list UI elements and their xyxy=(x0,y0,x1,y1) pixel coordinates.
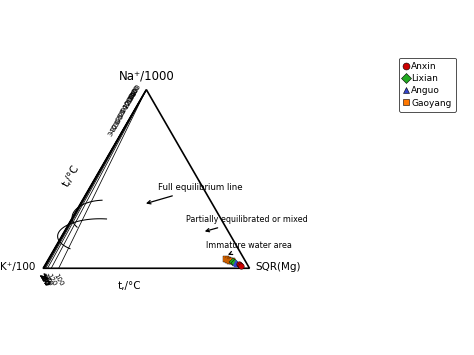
Legend: Anxin, Lixian, Anguo, Gaoyang: Anxin, Lixian, Anguo, Gaoyang xyxy=(399,58,456,112)
Text: SQR(Mg): SQR(Mg) xyxy=(255,262,301,272)
Text: 120: 120 xyxy=(46,273,57,288)
Text: 140: 140 xyxy=(128,86,140,100)
Text: Na⁺/1000: Na⁺/1000 xyxy=(118,69,174,82)
Text: 200: 200 xyxy=(125,92,137,107)
Text: 100: 100 xyxy=(129,83,142,98)
Text: 260: 260 xyxy=(118,103,130,118)
Text: 140: 140 xyxy=(42,273,54,288)
Text: 300: 300 xyxy=(37,273,49,288)
Text: 220: 220 xyxy=(38,273,50,287)
Text: 280: 280 xyxy=(37,273,49,288)
Text: Full equilibrium line: Full equilibrium line xyxy=(147,183,242,204)
Text: Partially equilibrated or mixed: Partially equilibrated or mixed xyxy=(185,215,307,232)
Text: t,/°C: t,/°C xyxy=(61,163,81,189)
Text: 300: 300 xyxy=(113,113,125,127)
Text: K⁺/100: K⁺/100 xyxy=(0,262,35,272)
Text: 120: 120 xyxy=(129,84,141,99)
Text: 260: 260 xyxy=(37,273,49,288)
Text: 160: 160 xyxy=(40,273,52,288)
Text: 240: 240 xyxy=(38,273,49,287)
Text: 100: 100 xyxy=(53,273,64,288)
Text: 280: 280 xyxy=(116,108,128,122)
Text: 180: 180 xyxy=(126,89,138,104)
Text: Immature water area: Immature water area xyxy=(206,241,292,255)
Text: 220: 220 xyxy=(123,95,135,110)
Text: 240: 240 xyxy=(120,99,132,114)
Text: 340: 340 xyxy=(107,123,118,137)
Text: 160: 160 xyxy=(127,87,139,102)
Text: 200: 200 xyxy=(38,273,50,288)
Text: 180: 180 xyxy=(39,273,51,288)
Text: t,/°C: t,/°C xyxy=(118,281,142,291)
Text: 320: 320 xyxy=(110,118,122,132)
